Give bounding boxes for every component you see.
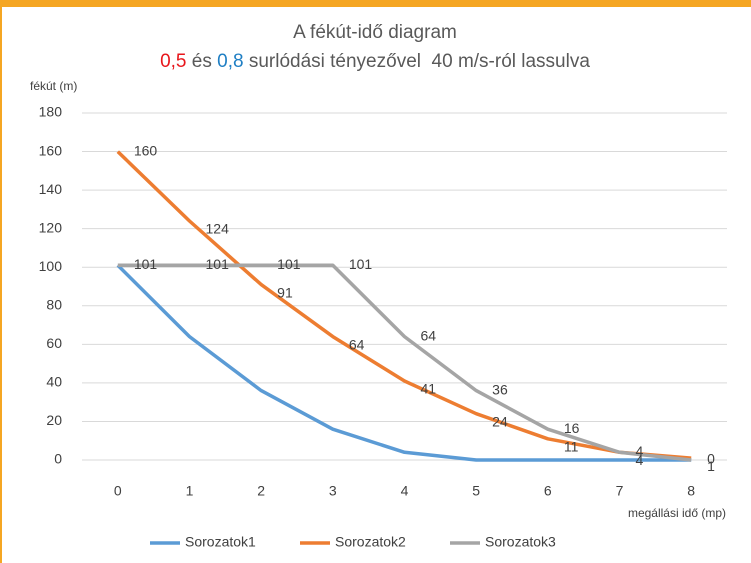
y-tick-label: 100 — [39, 258, 63, 274]
legend-label: Sorozatok3 — [485, 534, 556, 550]
y-tick-label: 160 — [39, 142, 63, 158]
series-line — [117, 263, 692, 462]
x-tick-label: 7 — [616, 483, 624, 499]
left-border — [0, 0, 2, 563]
legend-label: Sorozatok2 — [335, 534, 406, 550]
top-border — [0, 0, 751, 7]
y-tick-label: 40 — [46, 374, 62, 390]
data-label: 1 — [707, 458, 715, 474]
data-label: 36 — [492, 381, 508, 397]
subtitle-part: és — [187, 51, 218, 72]
chart-subtitle: 0,5 és 0,8 surlódási tényezővel 40 m/s-r… — [160, 51, 590, 72]
series-line — [116, 264, 692, 462]
y-tick-label: 60 — [46, 335, 62, 351]
data-label: 4 — [636, 452, 644, 468]
subtitle-part: 0,5 — [160, 51, 186, 72]
data-label: 41 — [421, 381, 437, 397]
y-axis-label: fékút (m) — [30, 79, 77, 93]
data-label: 124 — [206, 221, 230, 237]
x-tick-label: 0 — [114, 483, 122, 499]
y-tick-label: 180 — [39, 104, 63, 120]
subtitle-part: 0,8 — [217, 51, 243, 72]
x-tick-label: 6 — [544, 483, 552, 499]
series-line — [116, 150, 692, 460]
subtitle-part: surlódási tényezővel 40 m/s-ról lassulva — [244, 51, 591, 72]
data-label: 11 — [564, 438, 579, 454]
x-tick-label: 2 — [257, 483, 265, 499]
x-axis-label: megállási idő (mp) — [628, 506, 726, 520]
data-label: 91 — [277, 284, 293, 300]
data-label: 64 — [421, 327, 437, 343]
data-label: 101 — [134, 256, 158, 272]
data-label: 101 — [277, 256, 301, 272]
legend-label: Sorozatok1 — [185, 534, 256, 550]
data-label: 101 — [349, 256, 373, 272]
x-tick-label: 4 — [401, 483, 409, 499]
y-tick-label: 140 — [39, 181, 63, 197]
x-tick-label: 8 — [687, 483, 695, 499]
chart-title: A fékút-idő diagram — [293, 22, 457, 43]
x-tick-label: 3 — [329, 483, 337, 499]
data-label: 101 — [206, 256, 230, 272]
data-label: 0 — [707, 451, 715, 467]
x-tick-label: 5 — [472, 483, 480, 499]
x-tick-label: 1 — [186, 483, 194, 499]
data-label: 64 — [349, 336, 365, 352]
data-label: 160 — [134, 142, 158, 158]
y-tick-label: 0 — [54, 451, 62, 467]
data-label: 16 — [564, 420, 580, 436]
data-label: 24 — [492, 413, 508, 429]
data-label: 4 — [636, 443, 644, 459]
y-tick-label: 20 — [46, 412, 62, 428]
y-tick-label: 80 — [46, 296, 62, 312]
y-tick-label: 120 — [39, 219, 63, 235]
